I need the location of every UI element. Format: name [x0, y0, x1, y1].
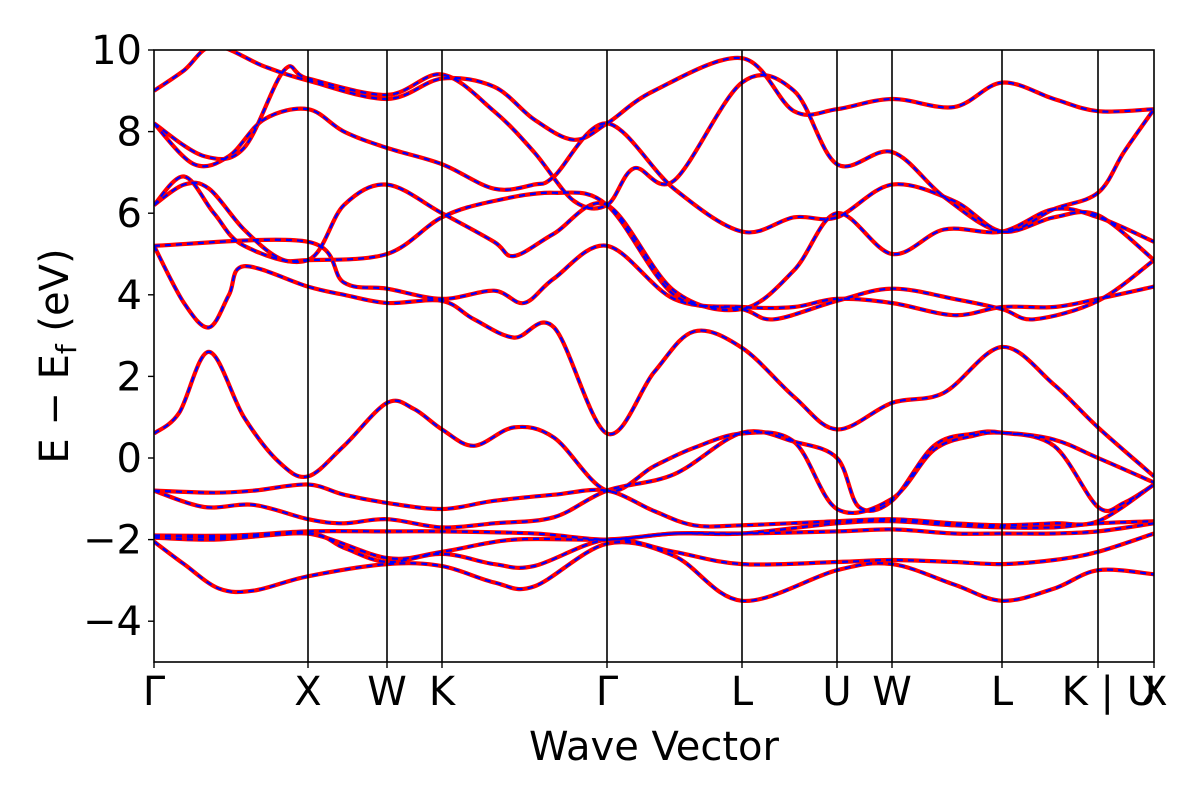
- x-tick-label: K | U: [1062, 669, 1156, 715]
- band-line: [154, 532, 1154, 569]
- y-tick-label: −4: [83, 599, 142, 645]
- x-tick-label: Γ: [596, 669, 619, 715]
- x-tick-label: L: [991, 669, 1014, 715]
- y-axis-label-unit: (eV): [32, 248, 78, 344]
- y-tick-label: 10: [91, 28, 142, 74]
- x-tick-label: L: [731, 669, 754, 715]
- band-line: [154, 174, 1154, 313]
- y-tick-label: 8: [117, 110, 142, 156]
- band-line: [154, 106, 1154, 262]
- y-axis-label-main: E − E: [32, 354, 78, 464]
- y-axis-label: E − Ef (eV): [32, 248, 83, 463]
- y-tick-label: 0: [117, 436, 142, 482]
- band-line: [154, 181, 1154, 321]
- band-line: [154, 237, 1154, 318]
- y-axis-ticks: −4 −2 0 2 4 6 8 10: [83, 28, 154, 645]
- y-tick-label: 2: [117, 354, 142, 400]
- series-blue-dashed: [154, 50, 1154, 602]
- band-line: [154, 175, 1154, 312]
- band-line: [154, 430, 1154, 529]
- x-tick-label: X: [294, 669, 321, 715]
- band-line: [154, 238, 1154, 317]
- band-line: [154, 483, 1154, 528]
- bands-layer: [154, 50, 1154, 603]
- y-tick-label: 6: [117, 191, 142, 237]
- band-line: [154, 539, 1154, 603]
- band-line: [154, 107, 1154, 261]
- kpoint-lines: [307, 50, 1099, 662]
- band-line: [154, 350, 1154, 514]
- y-axis-label-sub: f: [50, 343, 83, 354]
- band-line: [154, 50, 1154, 142]
- y-tick-label: −2: [83, 518, 142, 564]
- band-line: [154, 531, 1154, 570]
- plot-frame: [153, 49, 1155, 663]
- x-tick-label: X: [1140, 669, 1167, 715]
- x-tick-label: Γ: [143, 669, 166, 715]
- band-line: [154, 520, 1154, 541]
- band-line: [154, 244, 1154, 478]
- band-line: [154, 50, 1154, 141]
- x-tick-label: U: [822, 669, 851, 715]
- x-tick-label: K: [429, 669, 457, 715]
- band-line: [154, 245, 1154, 478]
- x-tick-label: W: [872, 669, 912, 715]
- y-tick-label: 4: [117, 273, 142, 319]
- x-axis-label: Wave Vector: [529, 724, 780, 770]
- band-line: [154, 540, 1154, 602]
- x-tick-label: W: [367, 669, 407, 715]
- band-line: [154, 180, 1154, 322]
